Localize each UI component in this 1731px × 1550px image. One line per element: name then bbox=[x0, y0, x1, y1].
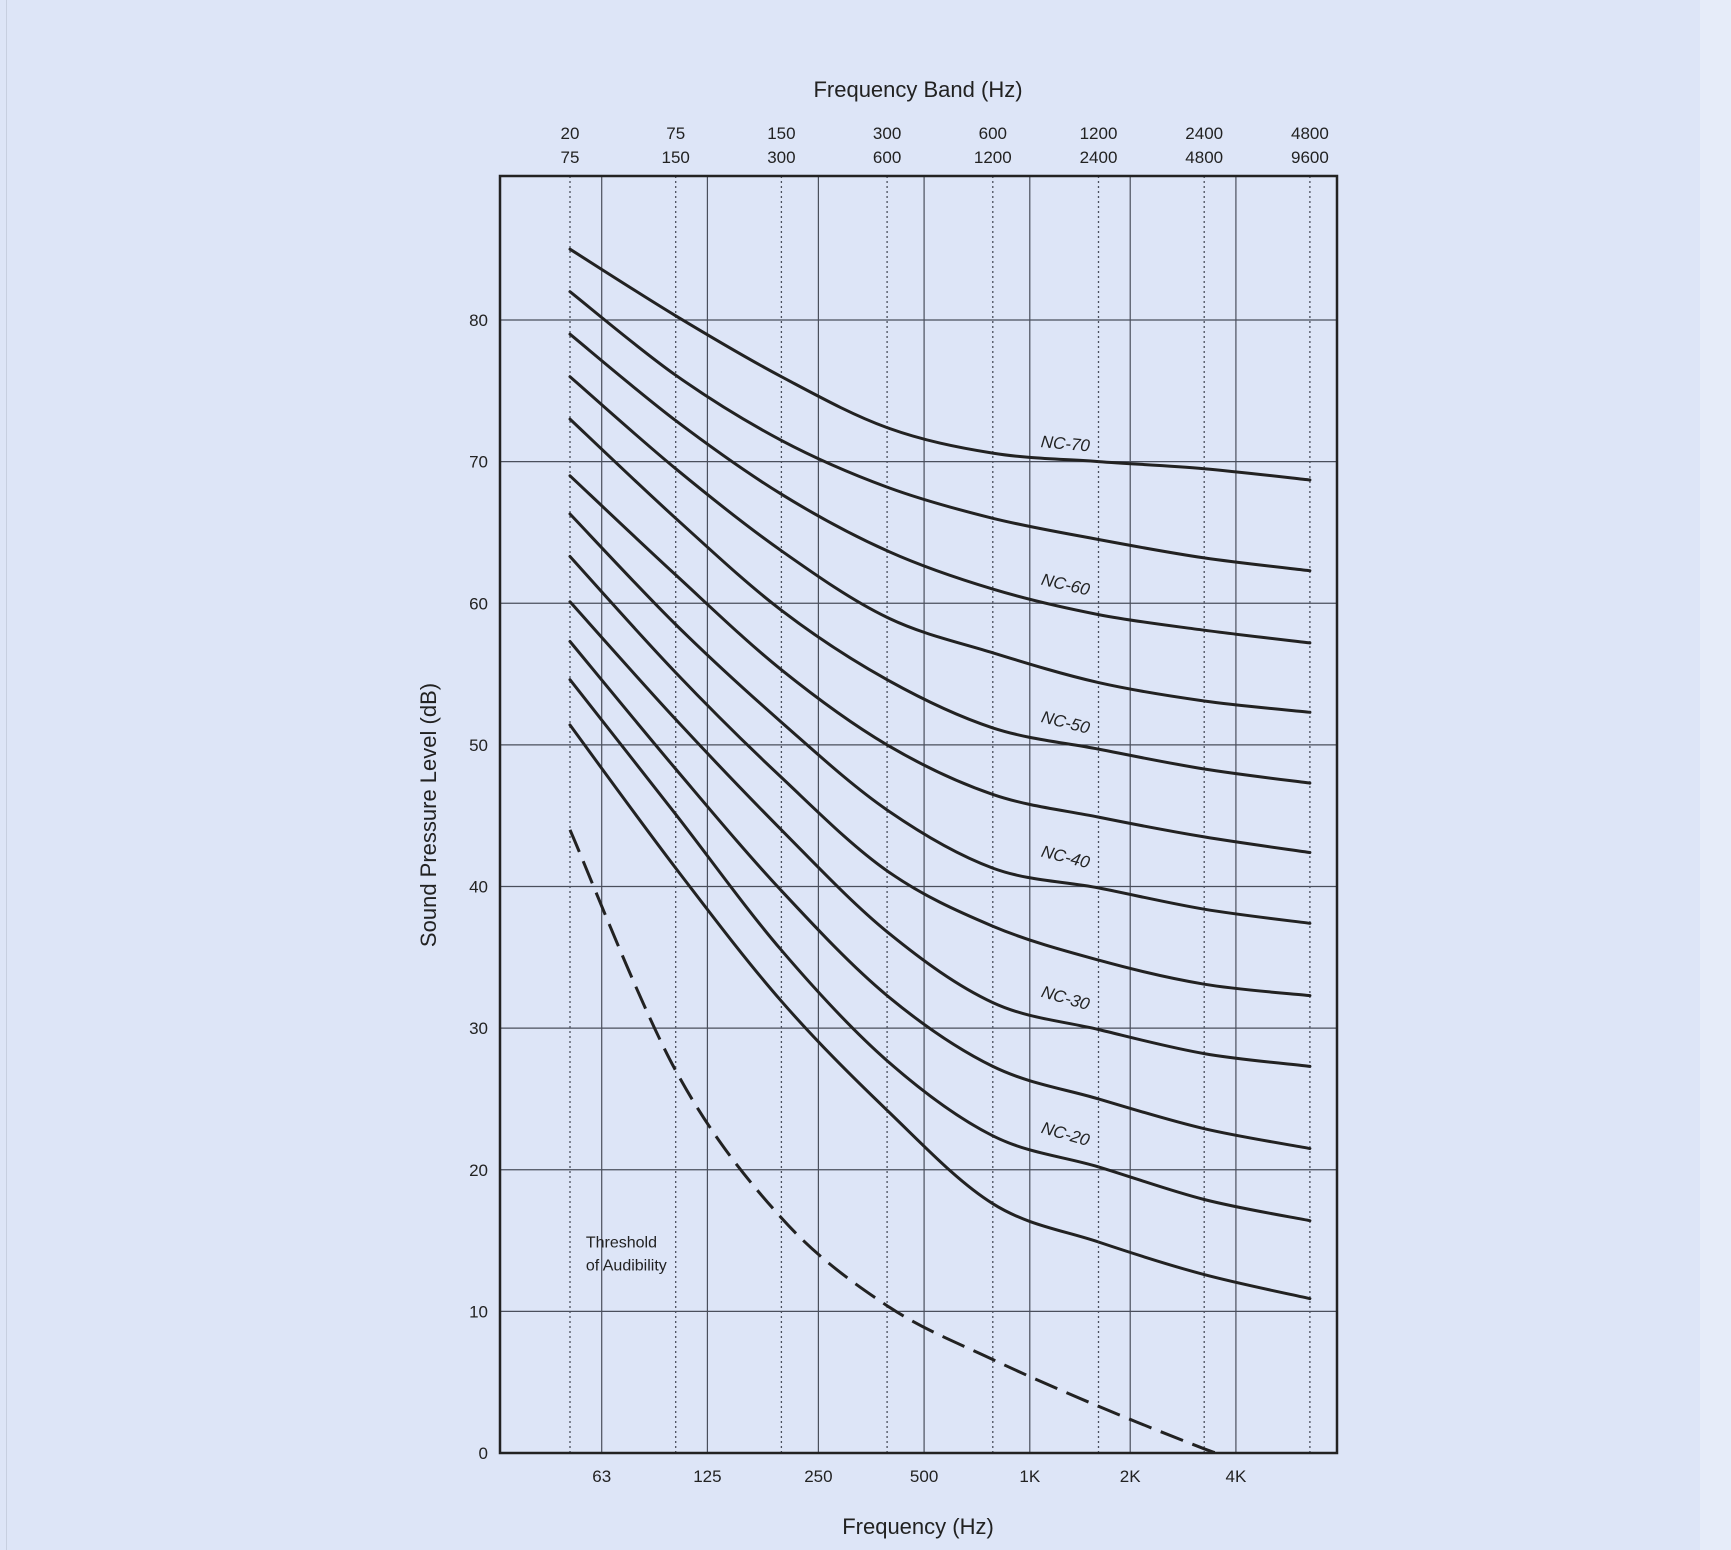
x-tick-label: 4K bbox=[1226, 1467, 1247, 1486]
curve-label: NC-20 bbox=[1039, 1118, 1092, 1150]
curve-label-layer: NC-70 NC-60 NC-50 NC-40 NC-30 NC-20 bbox=[1039, 432, 1092, 1150]
annotation-line: of Audibility bbox=[586, 1258, 667, 1275]
band-label-top: 2400 bbox=[1185, 124, 1223, 143]
series-layer bbox=[568, 247, 1312, 1456]
y-tick-label: 50 bbox=[469, 736, 488, 755]
y-tick-label: 10 bbox=[469, 1302, 488, 1321]
y-axis-title: Sound Pressure Level (dB) bbox=[416, 683, 441, 947]
curve-label: NC-60 bbox=[1039, 570, 1092, 600]
grid-lines bbox=[500, 176, 1337, 1453]
threshold-curve bbox=[568, 829, 1221, 1456]
x-tick-label: 500 bbox=[910, 1467, 938, 1486]
nc-curve bbox=[568, 375, 1312, 714]
x-tick-label: 63 bbox=[592, 1467, 611, 1486]
y-tick-label: 80 bbox=[469, 311, 488, 330]
x-axis-title: Frequency (Hz) bbox=[842, 1514, 994, 1539]
y-tick-label: 30 bbox=[469, 1019, 488, 1038]
y-tick-label: 0 bbox=[479, 1444, 488, 1463]
nc-curve bbox=[568, 640, 1312, 1150]
curve-label: NC-30 bbox=[1039, 982, 1092, 1014]
nc-curve bbox=[568, 474, 1312, 854]
band-label-bottom: 9600 bbox=[1291, 148, 1329, 167]
nc-curve bbox=[568, 290, 1312, 573]
band-label-top: 300 bbox=[873, 124, 901, 143]
band-label-top: 20 bbox=[561, 124, 580, 143]
page-edge bbox=[6, 0, 7, 1550]
curve-label: NC-70 bbox=[1040, 432, 1091, 455]
nc-curve bbox=[568, 247, 1312, 482]
y-tick-label: 60 bbox=[469, 594, 488, 613]
tick-label-layer: 0 10 20 30 40 50 60 70 80 63 125 250 500 1K 2K 4K 20 75 75… bbox=[469, 124, 1329, 1486]
threshold-annotation: Threshold of Audibility bbox=[586, 1235, 667, 1275]
nc-curve bbox=[568, 678, 1312, 1223]
band-label-bottom: 4800 bbox=[1185, 148, 1223, 167]
nc-curve bbox=[568, 417, 1312, 785]
band-label-top: 600 bbox=[979, 124, 1007, 143]
band-label-top: 4800 bbox=[1291, 124, 1329, 143]
curve-label: NC-50 bbox=[1039, 707, 1092, 737]
y-tick-label: 20 bbox=[469, 1161, 488, 1180]
nc-curve bbox=[568, 723, 1312, 1301]
band-label-top: 1200 bbox=[1080, 124, 1118, 143]
band-label-top: 75 bbox=[666, 124, 685, 143]
page-margin bbox=[1700, 0, 1731, 1550]
band-label-bottom: 75 bbox=[561, 148, 580, 167]
top-axis-title: Frequency Band (Hz) bbox=[813, 77, 1022, 102]
nc-curve bbox=[568, 512, 1312, 925]
x-tick-label: 2K bbox=[1120, 1467, 1141, 1486]
band-label-bottom: 600 bbox=[873, 148, 901, 167]
plot-frame bbox=[498, 174, 1339, 1455]
band-label-top: 150 bbox=[767, 124, 795, 143]
band-label-bottom: 2400 bbox=[1080, 148, 1118, 167]
nc-curve bbox=[568, 332, 1312, 645]
band-label-bottom: 300 bbox=[767, 148, 795, 167]
band-label-bottom: 150 bbox=[662, 148, 690, 167]
annotation-line: Threshold bbox=[586, 1235, 657, 1252]
nc-curve bbox=[568, 555, 1312, 998]
x-tick-label: 1K bbox=[1019, 1467, 1040, 1486]
x-tick-label: 125 bbox=[693, 1467, 721, 1486]
nc-curve bbox=[568, 600, 1312, 1068]
y-tick-label: 40 bbox=[469, 878, 488, 897]
curve-label: NC-40 bbox=[1039, 842, 1092, 872]
x-tick-label: 250 bbox=[804, 1467, 832, 1486]
y-tick-label: 70 bbox=[469, 453, 488, 472]
band-label-bottom: 1200 bbox=[974, 148, 1012, 167]
